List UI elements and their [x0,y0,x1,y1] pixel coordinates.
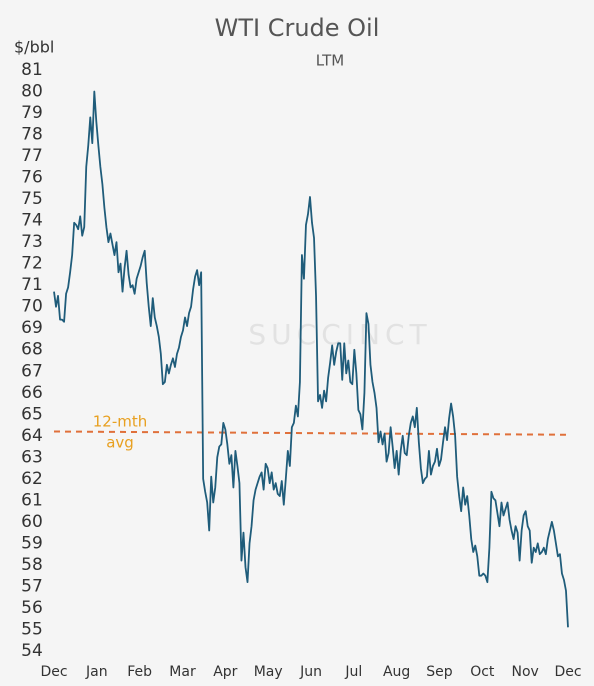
y-tick-label: 73 [21,232,43,252]
x-tick-label: Dec [554,664,581,680]
y-tick-label: 56 [21,598,43,618]
y-tick-label: 69 [21,318,43,338]
x-tick-label: Feb [127,664,152,680]
x-tick-label: Sep [426,664,453,680]
y-tick-label: 80 [21,82,43,102]
y-tick-label: 76 [21,168,43,188]
y-tick-label: 70 [21,297,43,317]
x-tick-label: Oct [470,664,495,680]
y-tick-label: 61 [21,490,43,510]
chart-subtitle: LTM [316,52,344,70]
x-tick-label: Mar [169,664,196,680]
y-tick-label: 63 [21,447,43,467]
y-tick-label: 57 [21,576,43,596]
y-tick-label: 64 [21,426,43,446]
x-tick-label: Apr [213,664,237,680]
y-tick-label: 77 [21,146,43,166]
x-tick-label: Jun [299,664,322,680]
y-tick-label: 55 [21,619,43,639]
y-tick-label: 66 [21,383,43,403]
x-tick-label: Aug [383,664,410,680]
chart-title: WTI Crude Oil [215,14,380,42]
x-tick-label: May [254,664,283,680]
y-tick-label: 78 [21,125,43,145]
x-tick-label: Dec [40,664,67,680]
y-tick-label: 59 [21,533,43,553]
average-line [53,430,569,436]
y-tick-label: 58 [21,555,43,575]
y-tick-label: 67 [21,361,43,381]
y-tick-label: 65 [21,404,43,424]
average-label: 12-mth [93,413,148,431]
y-tick-label: 60 [21,512,43,532]
price-line [53,90,569,628]
y-tick-label: 74 [21,211,43,231]
y-tick-label: 54 [21,641,43,661]
y-tick-label: 62 [21,469,43,489]
x-tick-label: Jul [344,664,362,680]
y-tick-label: 71 [21,275,43,295]
y-tick-label: 68 [21,340,43,360]
y-tick-label: 72 [21,254,43,274]
y-tick-label: 75 [21,189,43,209]
y-axis-label: $/bbl [14,38,54,57]
average-label: avg [106,434,134,452]
y-tick-label: 81 [21,60,43,80]
x-tick-label: Nov [512,664,539,680]
y-tick-label: 79 [21,103,43,123]
x-tick-label: Jan [85,664,108,680]
